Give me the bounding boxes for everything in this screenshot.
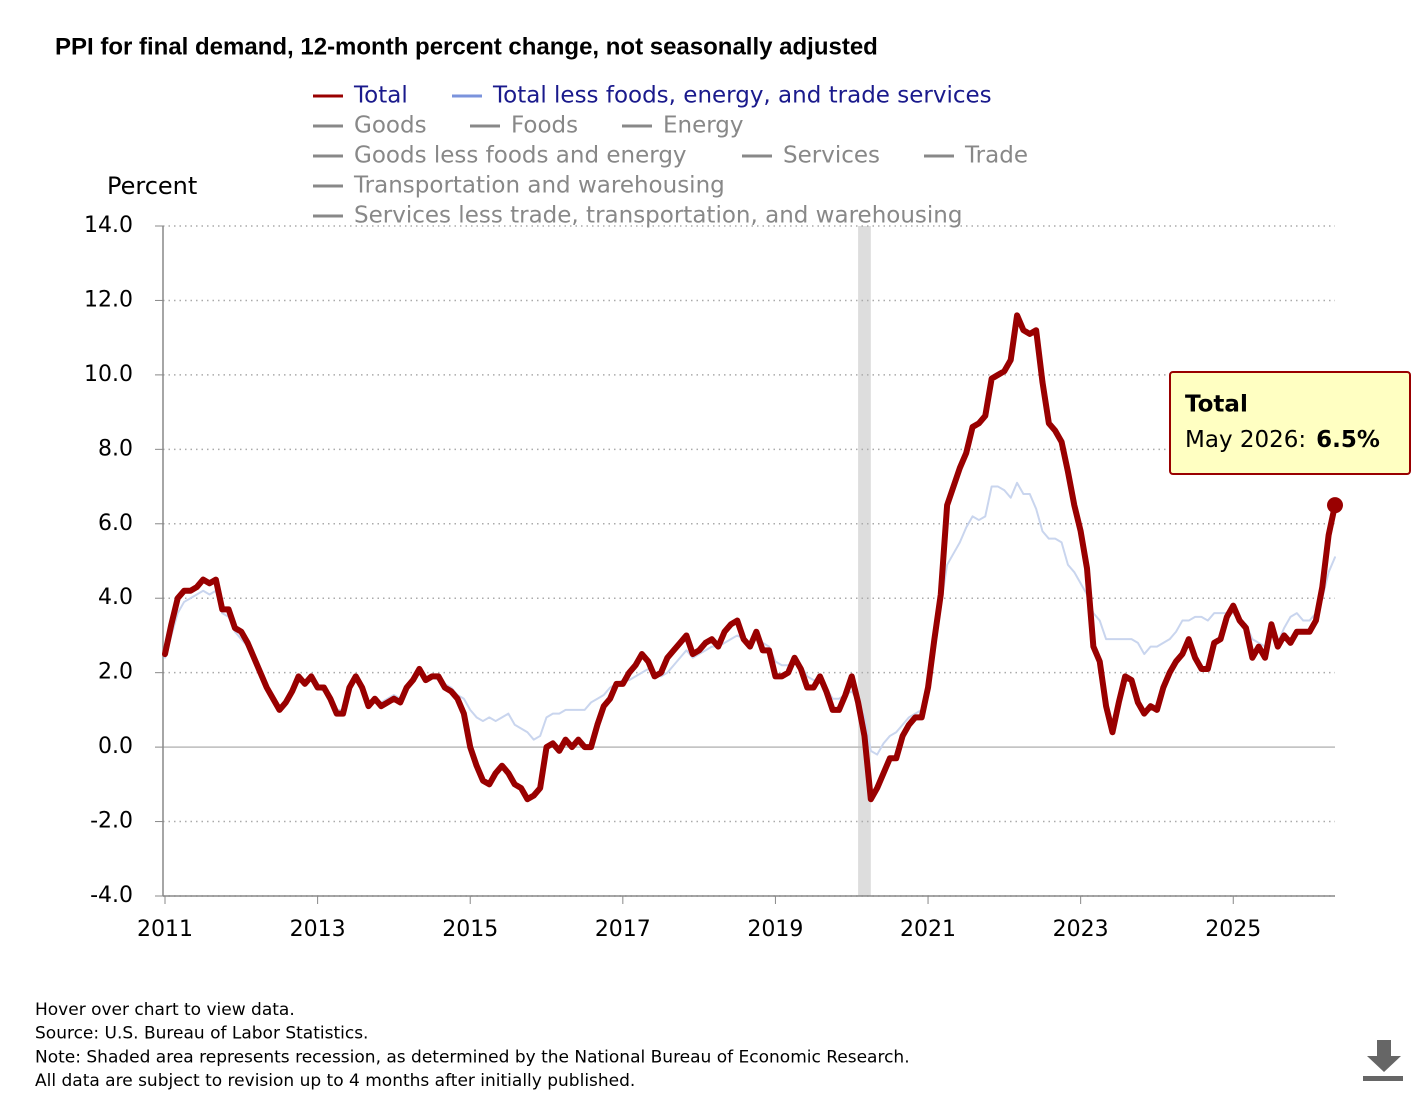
series-line xyxy=(162,312,1338,803)
legend-item[interactable]: Energy xyxy=(622,113,744,139)
legend-item[interactable]: Total xyxy=(313,83,408,109)
tooltip-series: Total xyxy=(1185,392,1248,418)
tooltip-box xyxy=(1169,371,1411,475)
y-tick-label: 2.0 xyxy=(98,660,133,685)
x-tick-label: 2023 xyxy=(1053,917,1109,942)
download-arrow xyxy=(1367,1040,1401,1072)
x-tick-label: 2015 xyxy=(442,917,498,942)
legend-label: Foods xyxy=(511,113,578,139)
x-tick-label: 2017 xyxy=(595,917,651,942)
legend-item[interactable]: Goods xyxy=(313,113,427,139)
legend-label: Goods xyxy=(354,113,427,139)
x-tick-label: 2011 xyxy=(137,917,193,942)
legend-label: Services less trade, transportation, and… xyxy=(354,203,962,229)
tooltip-date: May 2026: xyxy=(1185,427,1306,453)
y-tick-label: 10.0 xyxy=(84,362,133,387)
legend-item[interactable]: Transportation and warehousing xyxy=(313,173,725,199)
y-tick-label: 0.0 xyxy=(98,734,133,759)
download-base xyxy=(1363,1076,1403,1081)
legend-item[interactable]: Trade xyxy=(924,143,1028,169)
highlight-point xyxy=(1327,497,1343,514)
legend-label: Total less foods, energy, and trade serv… xyxy=(492,83,992,109)
legend-item[interactable]: Services less trade, transportation, and… xyxy=(313,203,962,229)
y-tick-label: -4.0 xyxy=(90,883,133,908)
tooltip: Total May 2026: 6.5% xyxy=(1169,371,1411,475)
legend-label: Trade xyxy=(964,143,1028,169)
footnote: Note: Shaded area represents recession, … xyxy=(35,1047,910,1067)
legend-item[interactable]: Services xyxy=(742,143,880,169)
footnote: All data are subject to revision up to 4… xyxy=(35,1071,635,1091)
footnote: Hover over chart to view data. xyxy=(35,1000,295,1020)
legend-label: Services xyxy=(783,143,880,169)
legend-label: Goods less foods and energy xyxy=(354,143,687,169)
x-tick-label: 2021 xyxy=(900,917,956,942)
y-tick-label: 4.0 xyxy=(98,585,133,610)
y-tick-label: 14.0 xyxy=(84,213,133,238)
legend-label: Energy xyxy=(663,113,744,139)
x-tick-label: 2025 xyxy=(1205,917,1261,942)
x-tick-label: 2013 xyxy=(290,917,346,942)
tooltip-value: 6.5% xyxy=(1316,427,1380,453)
legend-item[interactable]: Total less foods, energy, and trade serv… xyxy=(452,83,992,109)
legend-item[interactable]: Foods xyxy=(470,113,578,139)
legend-label: Transportation and warehousing xyxy=(353,173,725,199)
y-tick-label: 12.0 xyxy=(84,287,133,312)
legend-item[interactable]: Goods less foods and energy xyxy=(313,143,687,169)
y-tick-label: -2.0 xyxy=(90,809,133,834)
x-tick-label: 2019 xyxy=(747,917,803,942)
tooltip-value-text: May 2026: 6.5% xyxy=(1185,427,1380,453)
chart-title: PPI for final demand, 12-month percent c… xyxy=(55,33,878,60)
y-axis-label: Percent xyxy=(107,172,197,200)
legend-label: Total xyxy=(353,83,408,109)
download-icon[interactable] xyxy=(1363,1040,1403,1081)
y-tick-label: 6.0 xyxy=(98,511,133,536)
y-tick-label: 8.0 xyxy=(98,436,133,461)
footnote: Source: U.S. Bureau of Labor Statistics. xyxy=(35,1024,368,1044)
